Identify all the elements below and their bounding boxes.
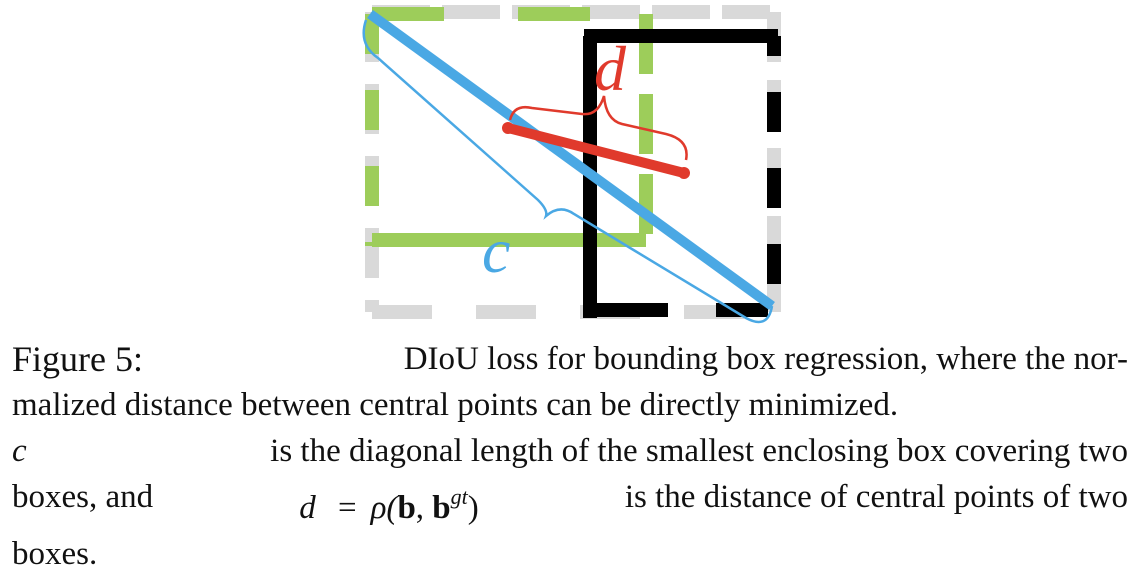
formula-superscript: gt xyxy=(450,484,468,509)
caption-var-c: c xyxy=(12,433,27,469)
formula-b-gt: b xyxy=(432,490,451,526)
diagonal-label: c xyxy=(482,215,510,286)
distance-label: d xyxy=(594,33,627,104)
diou-illustration: d c xyxy=(362,5,781,324)
caption-text-4a: boxes, and xyxy=(12,479,154,515)
predicted-center-point xyxy=(502,122,514,134)
caption-formula: d = ρ(b, bgt) xyxy=(299,474,479,531)
caption-line-2: malized distance between central points … xyxy=(12,382,1128,428)
figure-caption: Figure 5: DIoU loss for bounding box reg… xyxy=(12,336,1128,577)
ground-truth-center-point xyxy=(678,167,690,179)
caption-text-4b: is the distance of central points of two xyxy=(624,479,1128,515)
formula-d: d xyxy=(299,490,316,526)
caption-line-1: Figure 5: DIoU loss for bounding box reg… xyxy=(12,336,1128,382)
distance-brace xyxy=(508,95,688,161)
center-distance-line xyxy=(503,123,689,178)
formula-comma: , xyxy=(415,490,425,526)
figure-label: Figure 5: xyxy=(12,339,143,379)
caption-line-4: boxes, and d = ρ(b, bgt) is the distance … xyxy=(12,474,1128,531)
caption-line-3: c is the diagonal length of the smallest… xyxy=(12,428,1128,474)
formula-rho: ρ( xyxy=(370,490,398,526)
caption-text-5: boxes. xyxy=(12,536,98,572)
diagonal-brace xyxy=(362,19,774,324)
formula-equals: = xyxy=(337,490,357,526)
caption-text-1: DIoU loss for bounding box regression, w… xyxy=(403,341,1128,377)
formula-b: b xyxy=(397,490,416,526)
caption-text-3: is the diagonal length of the smallest e… xyxy=(270,433,1128,469)
formula-close: ) xyxy=(467,490,479,526)
caption-line-5: boxes. xyxy=(12,531,1128,577)
caption-text-2: malized distance between central points … xyxy=(12,387,899,423)
diagonal-line xyxy=(367,9,775,311)
